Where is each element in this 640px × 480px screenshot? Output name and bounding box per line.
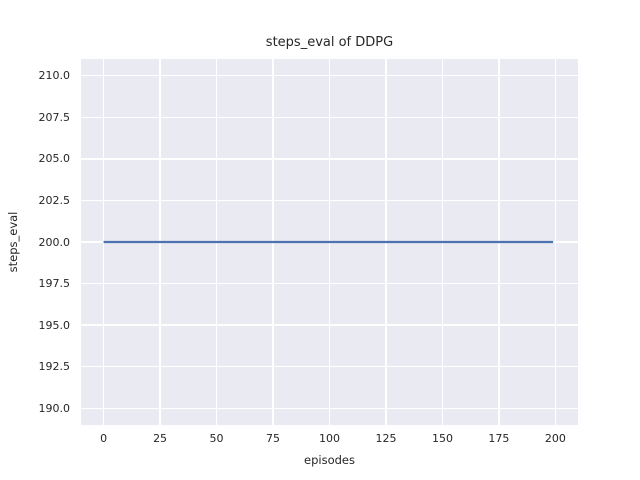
y-tick-label: 207.5 (38, 110, 71, 124)
y-gridline (81, 199, 578, 202)
x-tick-label: 75 (266, 432, 281, 445)
y-tick-label: 190.0 (38, 401, 71, 415)
y-tick-label: 202.5 (38, 193, 71, 207)
x-tick-label: 100 (319, 432, 340, 445)
chart-title: steps_eval of DDPG (265, 35, 394, 50)
y-tick-label: 197.5 (38, 277, 71, 291)
x-tick-label: 25 (153, 432, 168, 445)
x-tick-label: 0 (100, 432, 108, 445)
y-gridline (81, 366, 578, 368)
y-tick-label: 195.0 (38, 318, 71, 332)
y-tick-label: 192.5 (38, 360, 71, 374)
y-tick-label: 210.0 (38, 69, 71, 83)
line-series-ddpg (103, 240, 554, 244)
y-tick-label: 200.0 (38, 235, 71, 249)
x-tick-label: 50 (209, 432, 224, 445)
y-tick-label: 205.0 (38, 152, 71, 166)
y-gridline (81, 407, 578, 410)
x-tick-label: 150 (431, 432, 453, 445)
x-tick-label: 200 (544, 432, 566, 445)
y-gridline (81, 324, 578, 326)
y-gridline (81, 74, 578, 77)
x-tick-label: 125 (375, 432, 397, 445)
x-axis-label: episodes (304, 453, 355, 467)
x-tick-label: 175 (488, 432, 510, 445)
y-gridline (81, 282, 578, 285)
y-gridline (81, 116, 578, 118)
plot-area (81, 59, 578, 425)
y-gridline (81, 158, 578, 160)
